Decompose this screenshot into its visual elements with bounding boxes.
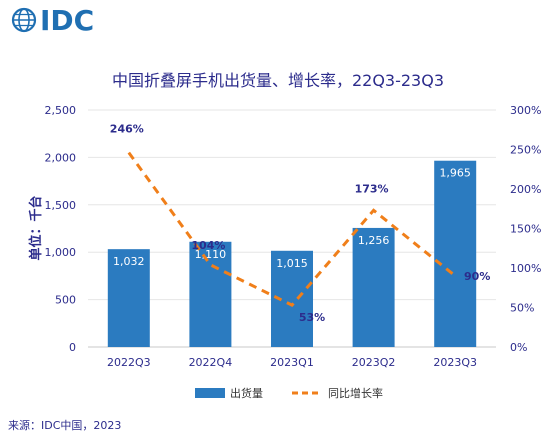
- right-tick-label: 0%: [510, 341, 527, 354]
- growth-value-label: 246%: [110, 123, 144, 136]
- left-tick-label: 2,500: [45, 104, 77, 117]
- left-tick-label: 500: [55, 294, 76, 307]
- bar-value-label: 1,015: [276, 257, 308, 270]
- left-tick-label: 1,000: [45, 246, 77, 259]
- left-tick-label: 1,500: [45, 199, 77, 212]
- bar: [352, 227, 395, 347]
- x-tick-label: 2022Q4: [189, 356, 233, 369]
- x-axis: 2022Q3 2022Q4 2023Q1 2023Q2 2023Q3: [107, 356, 477, 369]
- globe-icon: [11, 7, 37, 33]
- x-tick-label: 2023Q3: [433, 356, 477, 369]
- growth-value-label: 173%: [355, 182, 389, 195]
- right-tick-label: 150%: [510, 223, 541, 236]
- bar-value-label: 1,965: [439, 167, 471, 180]
- x-tick-label: 2022Q3: [107, 356, 151, 369]
- right-tick-label: 300%: [510, 104, 541, 117]
- right-tick-label: 100%: [510, 262, 541, 275]
- right-tick-label: 50%: [510, 302, 534, 315]
- growth-value-label: 53%: [299, 311, 325, 324]
- legend-line-label: 同比增长率: [328, 386, 383, 400]
- left-tick-label: 2,000: [45, 151, 77, 164]
- legend: 出货量 同比增长率: [195, 386, 383, 400]
- idc-logo: IDC: [11, 4, 94, 37]
- growth-value-label: 90%: [464, 270, 490, 283]
- bar: [107, 249, 150, 347]
- bar: [189, 241, 232, 347]
- y-axis-label: 单位：千台: [28, 195, 44, 260]
- legend-bar-swatch: [195, 388, 225, 398]
- bar-value-label: 1,032: [113, 255, 145, 268]
- bar-value-label: 1,256: [358, 234, 390, 247]
- legend-bar-label: 出货量: [230, 386, 263, 400]
- bar-value-label: 1,110: [195, 248, 227, 261]
- bar-series: [107, 160, 477, 347]
- growth-line: [127, 151, 457, 307]
- right-tick-label: 250%: [510, 144, 541, 157]
- chart-title: 中国折叠屏手机出货量、增长率，22Q3-23Q3: [112, 71, 444, 90]
- right-tick-label: 200%: [510, 183, 541, 196]
- bar: [434, 160, 477, 347]
- x-tick-label: 2023Q2: [352, 356, 396, 369]
- right-axis: 0% 50% 100% 150% 200% 250% 300%: [510, 104, 541, 354]
- left-axis: 0 500 1,000 1,500 2,000 2,500: [45, 104, 77, 354]
- bar-labels: 1,032 1,110 1,015 1,256 1,965: [113, 167, 471, 270]
- source-note: 来源：IDC中国，2023: [8, 418, 121, 432]
- growth-value-label: 104%: [191, 239, 225, 252]
- line-labels: 246% 104% 53% 173% 90%: [110, 123, 491, 324]
- brand-name: IDC: [40, 4, 94, 37]
- left-tick-label: 0: [69, 341, 76, 354]
- x-tick-label: 2023Q1: [270, 356, 314, 369]
